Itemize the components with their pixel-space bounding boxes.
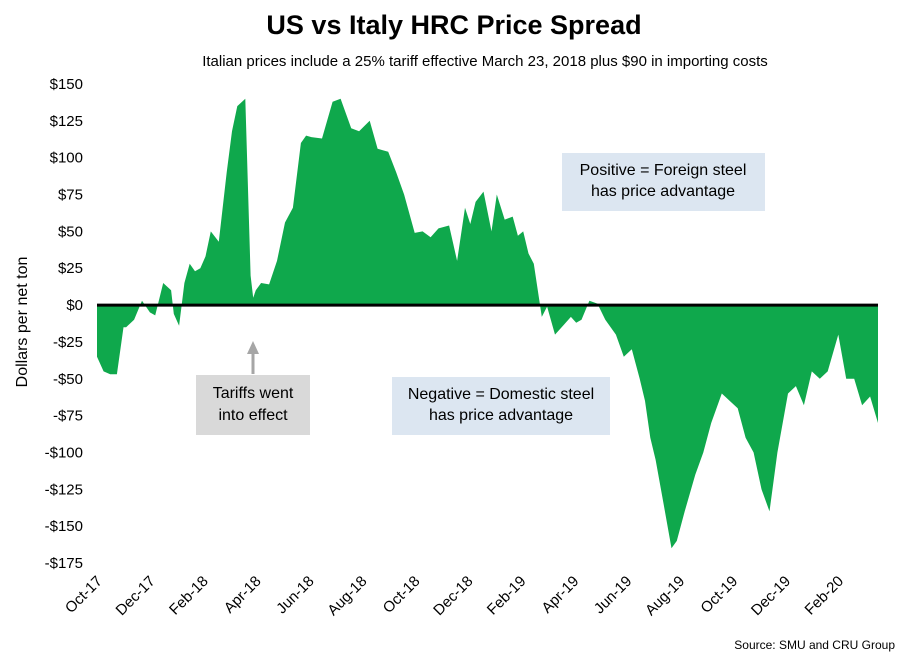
negative-annotation: Negative = Domestic steel has price adva…	[392, 377, 610, 435]
y-tick-label: -$25	[53, 334, 83, 351]
x-tick-label: Aug-18	[324, 573, 370, 619]
y-tick-label: -$50	[53, 371, 83, 388]
y-tick-label: $50	[58, 223, 83, 240]
positive-annotation-line1: Positive = Foreign steel	[580, 162, 747, 179]
positive-annotation: Positive = Foreign steel has price advan…	[562, 153, 765, 211]
y-tick-label: -$150	[45, 518, 83, 535]
x-tick-label: Aug-19	[642, 573, 688, 619]
x-tick-label: Dec-19	[748, 573, 794, 619]
y-tick-label: $125	[50, 113, 83, 130]
x-tick-label: Feb-19	[484, 573, 530, 619]
x-tick-label: Jun-19	[591, 573, 635, 617]
source-note: Source: SMU and CRU Group	[734, 638, 895, 652]
spread-area-series	[97, 98, 878, 549]
plot-area	[97, 98, 878, 549]
y-tick-label: $25	[58, 260, 83, 277]
positive-annotation-line2: has price advantage	[591, 183, 735, 200]
y-tick-label: $0	[66, 297, 83, 314]
tariff-annotation-line1: Tariffs went	[213, 385, 294, 402]
tariff-annotation: Tariffs went into effect	[196, 341, 310, 435]
y-axis-label: Dollars per net ton	[14, 257, 31, 388]
tariff-annotation-box	[196, 375, 310, 435]
y-tick-label: $75	[58, 187, 83, 204]
tariff-annotation-line2: into effect	[218, 407, 288, 424]
y-axis-ticks: $150 $125 $100 $75 $50 $25 $0 -$25 -$50 -$75 -$100…	[45, 76, 83, 572]
chart-subtitle: Italian prices include a 25% tariff effe…	[202, 53, 768, 70]
y-tick-label: -$125	[45, 481, 83, 498]
y-tick-label: $150	[50, 76, 83, 93]
negative-annotation-box	[392, 377, 610, 435]
y-tick-label: -$75	[53, 408, 83, 425]
chart-title: US vs Italy HRC Price Spread	[266, 10, 641, 40]
x-tick-label: Jun-18	[273, 573, 317, 617]
x-tick-label: Oct-19	[697, 573, 741, 617]
x-tick-label: Apr-18	[221, 573, 265, 617]
x-tick-label: Oct-18	[380, 573, 424, 617]
y-tick-label: -$175	[45, 555, 83, 572]
x-tick-label: Feb-20	[801, 573, 847, 619]
tariff-arrowhead-icon	[247, 341, 259, 354]
x-tick-label: Dec-18	[430, 573, 476, 619]
x-tick-label: Apr-19	[538, 573, 582, 617]
x-tick-label: Feb-18	[166, 573, 212, 619]
negative-annotation-line2: has price advantage	[429, 407, 573, 424]
y-tick-label: -$100	[45, 444, 83, 461]
x-axis-ticks: Oct-17 Dec-17 Feb-18 Apr-18 Jun-18 Aug-18 Oct-…	[62, 573, 847, 619]
y-tick-label: $100	[50, 150, 83, 167]
positive-annotation-box	[562, 153, 765, 211]
negative-annotation-line1: Negative = Domestic steel	[408, 386, 594, 403]
x-tick-label: Oct-17	[62, 573, 106, 617]
x-tick-label: Dec-17	[113, 573, 159, 619]
